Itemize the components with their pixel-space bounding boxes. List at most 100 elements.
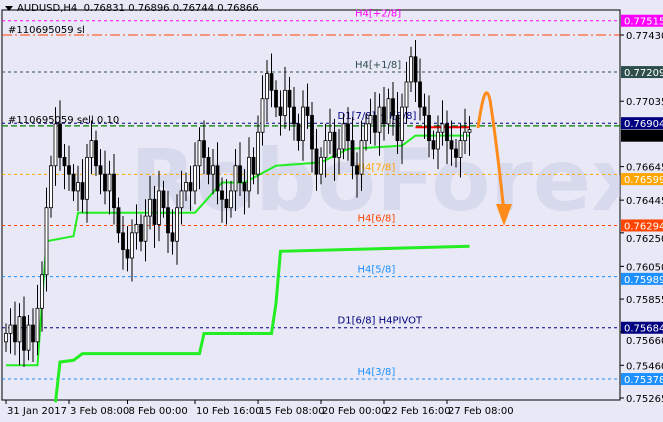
level-label: D1[7/8] H4[8/8] <box>338 111 417 122</box>
candle-body <box>170 232 175 242</box>
candle-body <box>323 140 328 158</box>
candle-body <box>134 224 139 234</box>
watermark-logo <box>2 10 620 400</box>
candle <box>134 204 139 250</box>
candle-body <box>395 115 400 142</box>
candle <box>242 169 247 215</box>
candle <box>13 301 17 356</box>
candle <box>386 88 391 134</box>
price-tag-label: 0.76904 <box>624 119 663 130</box>
candle-body <box>278 106 283 116</box>
candle-body <box>301 106 305 142</box>
candle-body <box>152 198 157 225</box>
candle <box>377 93 382 156</box>
candle <box>301 90 305 161</box>
candle <box>85 143 89 223</box>
candle-body <box>368 115 373 125</box>
candle <box>359 120 364 191</box>
candle <box>310 102 314 173</box>
candle <box>107 160 112 215</box>
candle-body <box>386 98 391 125</box>
price-tag-label: 0.77515 <box>624 17 663 28</box>
x-tick-label: 27 Feb 08:00 <box>448 406 514 417</box>
candle <box>382 86 386 141</box>
ohlc-values: 0.76831 0.76896 0.76744 0.76866 <box>83 3 259 14</box>
level-label: H4[+1/8] <box>355 60 401 71</box>
candle <box>161 180 166 218</box>
x-tick-label: 20 Feb 00:00 <box>322 406 388 417</box>
candle-body <box>13 324 17 343</box>
candle <box>98 149 103 195</box>
candle <box>269 53 274 108</box>
x-tick-label: 8 Feb 00:00 <box>129 406 188 417</box>
arrow-head-icon <box>496 204 512 226</box>
candle-body <box>337 148 341 158</box>
candle <box>440 100 445 146</box>
candle <box>454 138 458 168</box>
candle-body <box>215 165 220 192</box>
candle-body <box>247 156 251 192</box>
x-tick-label: 31 Jan 2017 <box>7 406 67 417</box>
price-tag-label: 0.75989 <box>624 275 663 286</box>
candle-body <box>148 198 152 217</box>
candle <box>71 164 76 201</box>
candle <box>346 107 350 161</box>
candle-body <box>391 98 395 116</box>
candle <box>274 80 278 118</box>
candle-body <box>22 316 26 351</box>
candle <box>400 93 404 165</box>
candle <box>220 177 224 223</box>
candle-body <box>157 190 161 225</box>
candle-body <box>256 131 260 175</box>
dropdown-triangle-icon[interactable] <box>5 5 13 11</box>
candle <box>287 76 292 131</box>
candle <box>224 179 229 225</box>
candle-body <box>35 307 40 343</box>
candle-body <box>382 106 386 125</box>
candle <box>211 149 215 195</box>
candle <box>112 154 116 225</box>
candle-body <box>274 89 278 108</box>
candle <box>427 95 431 158</box>
candle <box>418 58 422 121</box>
candle-body <box>229 190 233 209</box>
candle-body <box>377 106 382 133</box>
candle <box>449 120 454 166</box>
candle <box>89 120 94 175</box>
candle <box>80 159 85 213</box>
candle-body <box>440 123 445 133</box>
candle <box>283 66 287 129</box>
price-tag <box>621 66 663 79</box>
candle-body <box>85 156 89 200</box>
candle <box>206 147 211 185</box>
candle <box>404 61 409 124</box>
candle-body <box>355 165 359 175</box>
candle <box>215 142 220 205</box>
candle-body <box>373 115 377 133</box>
candle <box>251 147 256 185</box>
candle <box>40 261 44 332</box>
candle-body <box>17 316 22 343</box>
candle-body <box>413 56 418 83</box>
candle-body <box>193 165 197 192</box>
candle-body <box>463 131 467 142</box>
candle-body <box>112 173 116 209</box>
symbol-label: AUDUSD,H4 <box>17 3 78 14</box>
price-tag <box>621 373 663 386</box>
candle <box>103 150 107 205</box>
candle-body <box>319 156 323 175</box>
candle-body <box>445 123 449 142</box>
candle <box>152 185 157 248</box>
level-label: H4[5/8] <box>358 265 396 276</box>
candle <box>395 92 400 155</box>
candle <box>409 46 413 93</box>
candle-body <box>121 232 125 251</box>
candle-body <box>427 115 431 142</box>
candle-body <box>346 123 350 142</box>
candle-body <box>296 123 301 142</box>
candle-body <box>62 156 67 167</box>
